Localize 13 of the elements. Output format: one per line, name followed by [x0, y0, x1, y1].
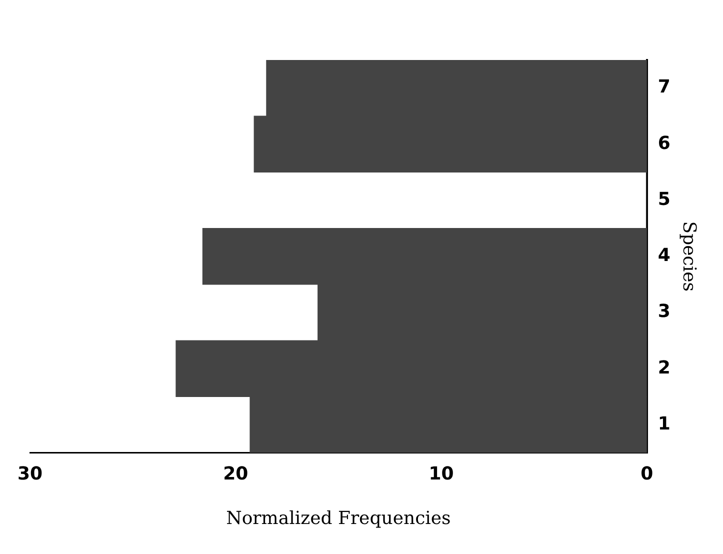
x-tick-label: 10 — [428, 463, 454, 484]
x-tick-label: 0 — [640, 463, 654, 484]
y-tick-label: 2 — [658, 357, 670, 378]
y-tick-label: 1 — [658, 413, 670, 434]
x-tick-label: 30 — [17, 463, 43, 484]
x-axis-title: Normalized Frequencies — [226, 508, 451, 529]
y-tick-label: 3 — [658, 301, 670, 322]
x-tick-label: 20 — [223, 463, 248, 484]
y-tick-label: 6 — [658, 132, 670, 154]
y-axis-title: Species — [678, 221, 700, 292]
y-tick-label: 7 — [658, 76, 670, 98]
y-tick-label: 5 — [658, 188, 670, 210]
y-tick-label: 4 — [658, 245, 670, 266]
